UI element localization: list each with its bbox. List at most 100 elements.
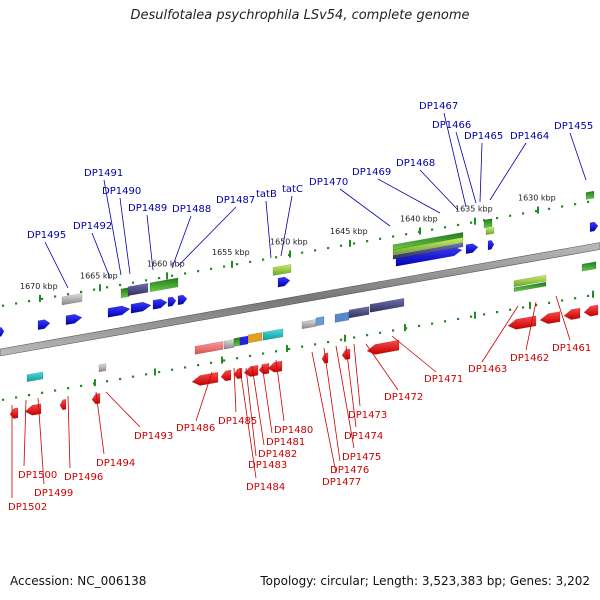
top-gene-leader bbox=[419, 169, 459, 211]
bottom-gene-leader bbox=[239, 367, 257, 479]
bottom-gene-leader bbox=[481, 305, 519, 363]
gene-box-grey bbox=[223, 339, 235, 350]
gene-box-lime-long bbox=[392, 237, 464, 256]
bottom-gene-label: DP1486 bbox=[176, 423, 215, 434]
major-tick-lower bbox=[592, 290, 594, 298]
major-tick-lower bbox=[154, 368, 156, 376]
gene-labels: DP1495 DP1492 DP1491 DP1490 DP1489 DP1488 DP14… bbox=[8, 101, 593, 513]
gene-box-green bbox=[149, 277, 179, 293]
gene-box-lime bbox=[513, 274, 547, 288]
reverse-gene bbox=[191, 372, 219, 386]
lower-tick-rail bbox=[106, 380, 109, 383]
top-gene-leader bbox=[265, 200, 272, 259]
lower-tick-rail bbox=[2, 398, 5, 401]
bottom-gene-leader bbox=[525, 301, 537, 351]
bottom-gene-leader bbox=[345, 345, 357, 428]
bottom-gene-label: DP1462 bbox=[510, 353, 549, 364]
forward-gene bbox=[152, 298, 168, 310]
lower-tick-rail bbox=[327, 340, 330, 344]
lower-tick-rail bbox=[457, 317, 460, 321]
upper-tick-rail bbox=[93, 288, 96, 291]
bottom-gene-label: DP1461 bbox=[552, 343, 591, 354]
upper-tick-rail bbox=[509, 214, 512, 217]
bottom-gene-leader bbox=[353, 343, 361, 407]
lower-tick-rail bbox=[418, 324, 421, 328]
top-gene-leader bbox=[103, 179, 122, 276]
lower-tick-rail bbox=[262, 352, 265, 355]
upper-tick-rail bbox=[28, 300, 31, 303]
lower-tick-rail bbox=[210, 361, 213, 364]
major-tick bbox=[349, 239, 351, 247]
forward-gene bbox=[465, 243, 479, 255]
gene-box-green bbox=[585, 190, 595, 200]
upper-tick-rail bbox=[405, 233, 408, 236]
top-gene-leader bbox=[377, 178, 441, 214]
top-gene-label: DP1489 bbox=[128, 203, 167, 214]
major-tick-lower bbox=[221, 356, 223, 364]
lower-tick-rail bbox=[54, 389, 57, 392]
lower-tick-rail bbox=[509, 308, 512, 311]
bottom-gene-label: DP1494 bbox=[96, 458, 135, 469]
bottom-gene-label: DP1496 bbox=[64, 472, 103, 483]
lower-tick-rail bbox=[223, 359, 226, 362]
major-tick bbox=[537, 206, 539, 214]
upper-tick-rail bbox=[301, 251, 304, 254]
bottom-gene-label: DP1500 bbox=[18, 470, 57, 481]
lower-tick-rail bbox=[15, 396, 18, 399]
gene-box-grey bbox=[98, 363, 107, 373]
top-gene-label: DP1495 bbox=[27, 230, 66, 241]
lower-tick-rail bbox=[184, 366, 187, 369]
upper-tick-rail bbox=[184, 272, 187, 275]
bottom-gene-label: DP1476 bbox=[330, 465, 369, 476]
upper-tick-rail bbox=[548, 207, 551, 210]
lower-tick-rail bbox=[340, 338, 343, 341]
lower-tick-rail bbox=[158, 370, 161, 374]
gene-box-cyan bbox=[262, 328, 284, 341]
upper-tick-rail bbox=[574, 203, 577, 206]
gene-box-lime bbox=[485, 227, 495, 236]
accession-text: Accession: NC_006138 bbox=[10, 574, 147, 588]
reverse-gene bbox=[321, 352, 329, 364]
lower-tick-rail bbox=[145, 373, 148, 376]
bottom-gene-label: DP1480 bbox=[274, 425, 313, 436]
upper-tick-rail bbox=[106, 286, 109, 289]
top-gene-label: DP1491 bbox=[84, 168, 123, 179]
reverse-gene bbox=[341, 348, 351, 360]
top-gene-leader bbox=[44, 241, 69, 289]
major-tick bbox=[166, 272, 168, 280]
backbone bbox=[0, 242, 600, 357]
top-gene-leader bbox=[119, 197, 131, 275]
top-gene-leader bbox=[171, 215, 192, 269]
bottom-gene-label: DP1499 bbox=[34, 488, 73, 499]
top-gene-leader bbox=[177, 206, 237, 267]
bottom-gene-leader bbox=[555, 295, 571, 341]
upper-tick-rail bbox=[223, 265, 226, 268]
upper-tick-rail bbox=[2, 304, 5, 307]
bottom-gene-leader bbox=[95, 391, 105, 455]
bottom-gene-label: DP1485 bbox=[218, 416, 257, 427]
major-tick bbox=[99, 284, 101, 292]
bottom-gene-leader bbox=[365, 343, 399, 391]
lower-tick-rail bbox=[314, 343, 317, 346]
top-gene-leader bbox=[569, 132, 587, 181]
tick-label: 1635 kbp bbox=[455, 205, 493, 214]
lower-tick-rail bbox=[444, 320, 447, 323]
upper-tick-rail bbox=[249, 260, 252, 264]
forward-gene bbox=[37, 319, 51, 331]
upper-tick-rail bbox=[15, 302, 18, 305]
bottom-gene-leader bbox=[23, 399, 27, 467]
top-gene-label: DP1467 bbox=[419, 101, 458, 112]
gene-box-blue bbox=[239, 335, 249, 346]
top-gene-label: DP1490 bbox=[102, 186, 141, 197]
lower-tick-rail bbox=[275, 350, 278, 353]
bottom-gene-label: DP1463 bbox=[468, 364, 507, 375]
forward-gene bbox=[277, 276, 291, 288]
top-gene-label: DP1488 bbox=[172, 204, 211, 215]
upper-tick-rail bbox=[210, 267, 213, 270]
gene-box-grey bbox=[61, 293, 83, 306]
gene-box-purple-long bbox=[392, 242, 464, 260]
forward-gene bbox=[107, 305, 131, 318]
upper-tick-rail bbox=[340, 244, 343, 247]
top-gene-label: DP1492 bbox=[73, 221, 112, 232]
